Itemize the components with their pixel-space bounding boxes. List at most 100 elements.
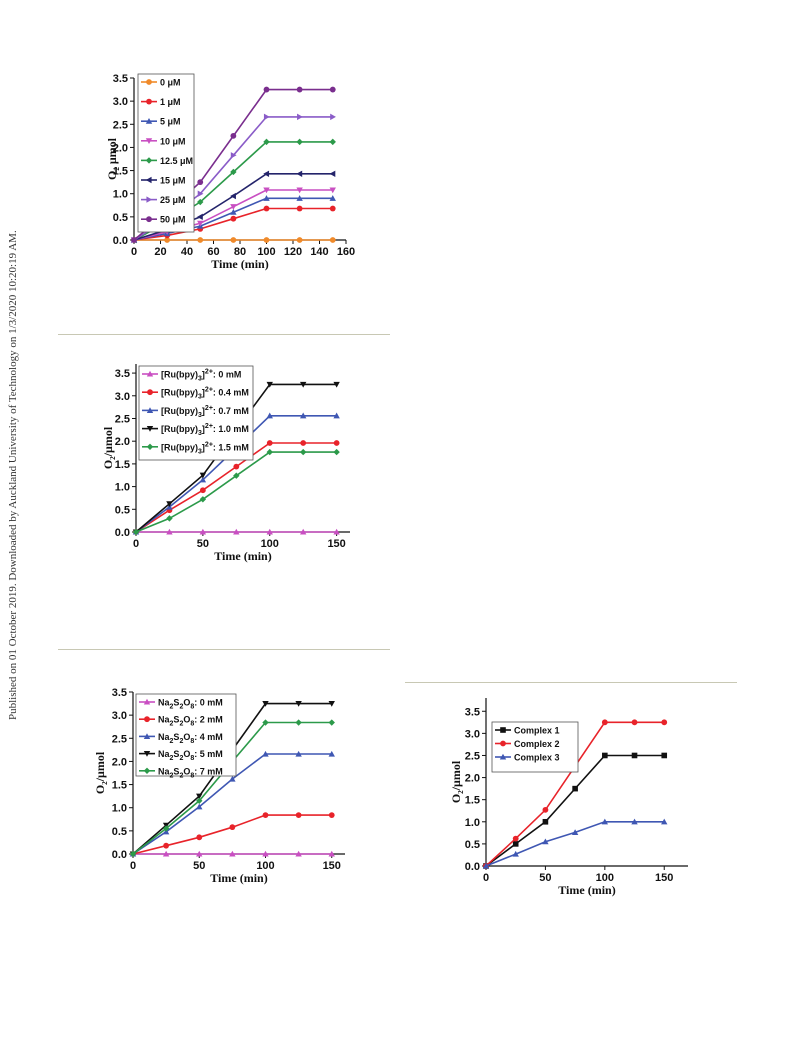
legend-label: 0 μM [160, 78, 181, 88]
data-point [328, 701, 335, 707]
x-axis-label: Time (min) [558, 883, 615, 897]
divider-3 [405, 682, 737, 683]
y-tick-label: 1.5 [115, 459, 130, 471]
y-tick-label: 3.0 [115, 391, 130, 403]
y-tick-label: 2.5 [112, 733, 127, 745]
data-point [263, 113, 270, 121]
x-tick-label: 40 [181, 246, 193, 258]
data-point [296, 187, 303, 194]
y-tick-label: 2.5 [115, 413, 130, 425]
data-point [295, 701, 302, 707]
legend-swatch-marker [146, 79, 152, 85]
data-point [132, 528, 140, 536]
x-tick-label: 100 [256, 860, 274, 872]
y-tick-label: 3.0 [113, 96, 128, 108]
legend-label: Na2S2O8: 2 mM [158, 715, 223, 728]
data-point [263, 195, 270, 201]
legend-label: Na2S2O8: 7 mM [158, 766, 223, 779]
side-note-text: Published on 01 October 2019. Downloaded… [7, 230, 19, 720]
legend-swatch-marker [500, 740, 506, 747]
data-point [512, 841, 519, 847]
legend-swatch-marker [146, 443, 154, 450]
data-point [262, 812, 269, 819]
data-point [230, 152, 237, 159]
y-tick-label: 1.5 [112, 780, 127, 792]
data-point [262, 701, 269, 707]
data-point [299, 381, 307, 388]
data-point [661, 818, 668, 825]
series-0 [131, 237, 336, 243]
legend-box [138, 365, 254, 461]
data-point [542, 818, 549, 825]
data-point [601, 818, 609, 825]
legend-label: [Ru(bpy)3]2+: 0 mM [161, 369, 241, 383]
data-point [482, 862, 490, 869]
data-point [329, 86, 336, 93]
legend: Complex 1 Complex 2 Complex 3 [491, 721, 579, 773]
y-tick-label: 2.0 [113, 142, 128, 154]
y-axis-label: O2 μmol [105, 137, 121, 180]
data-point [328, 750, 335, 757]
legend: 0 μM 1 μM 5 μM 10 μM 12.5 μM 15 μM 25 μM 50 μM [137, 73, 195, 233]
data-point [266, 381, 273, 388]
data-point [196, 834, 203, 841]
data-point [296, 195, 303, 201]
data-point [166, 501, 173, 508]
series-2 [482, 818, 668, 869]
legend-swatch-marker [146, 370, 154, 377]
data-point [296, 237, 303, 243]
y-axis-label: O2/μmol [449, 760, 465, 803]
data-point [328, 812, 335, 819]
data-point [295, 719, 302, 726]
data-point [229, 824, 236, 831]
legend-swatch-marker [145, 176, 152, 184]
data-point [262, 750, 269, 757]
series-4 [132, 448, 340, 536]
legend-box [135, 693, 237, 777]
data-point [631, 719, 638, 726]
data-point [300, 440, 307, 446]
data-point [329, 187, 336, 194]
data-point [197, 179, 204, 186]
side-note: Published on 01 October 2019. Downloaded… [7, 230, 19, 720]
data-point [295, 850, 302, 857]
legend-swatch-marker [146, 216, 152, 223]
data-point [199, 472, 207, 479]
x-tick-label: 50 [539, 872, 551, 884]
x-tick-label: 0 [133, 538, 139, 550]
data-point [329, 138, 336, 146]
data-point [296, 138, 303, 146]
data-point [166, 515, 173, 522]
x-axis-label: Time (min) [210, 871, 267, 885]
data-point [263, 187, 270, 194]
legend-swatch-marker [143, 751, 151, 757]
legend-label: Na2S2O8: 4 mM [158, 732, 223, 745]
x-tick-label: 140 [310, 246, 328, 258]
data-point [230, 168, 237, 176]
series-0 [132, 528, 340, 535]
legend-label: 12.5 μM [160, 156, 193, 166]
chart-1-group: 0.0 0.5 1.0 1.5 2.0 2.5 3.0 3.5 0 50 100 150 Time (m… [101, 364, 350, 563]
legend-label: Complex 2 [514, 739, 560, 749]
data-point [197, 198, 204, 206]
data-point [162, 850, 170, 857]
data-point [199, 476, 207, 483]
x-tick-label: 50 [193, 860, 205, 872]
data-point [129, 850, 137, 858]
data-point [329, 170, 336, 178]
legend-label: [Ru(bpy)3]2+: 0.4 mM [161, 387, 249, 401]
data-point [229, 775, 236, 782]
legend-swatch-marker [145, 157, 153, 164]
legend-swatch-marker [499, 753, 507, 760]
data-point [263, 205, 270, 212]
chart-2-group: 0.0 0.5 1.0 1.5 2.0 2.5 3.0 3.5 0 50 100 150 Time (m… [93, 687, 345, 885]
legend-swatch-marker [144, 716, 150, 723]
data-point [131, 237, 137, 243]
legend: Na2S2O8: 0 mM Na2S2O8: 2 mM Na2S2O8: 4 mM N… [135, 693, 237, 779]
